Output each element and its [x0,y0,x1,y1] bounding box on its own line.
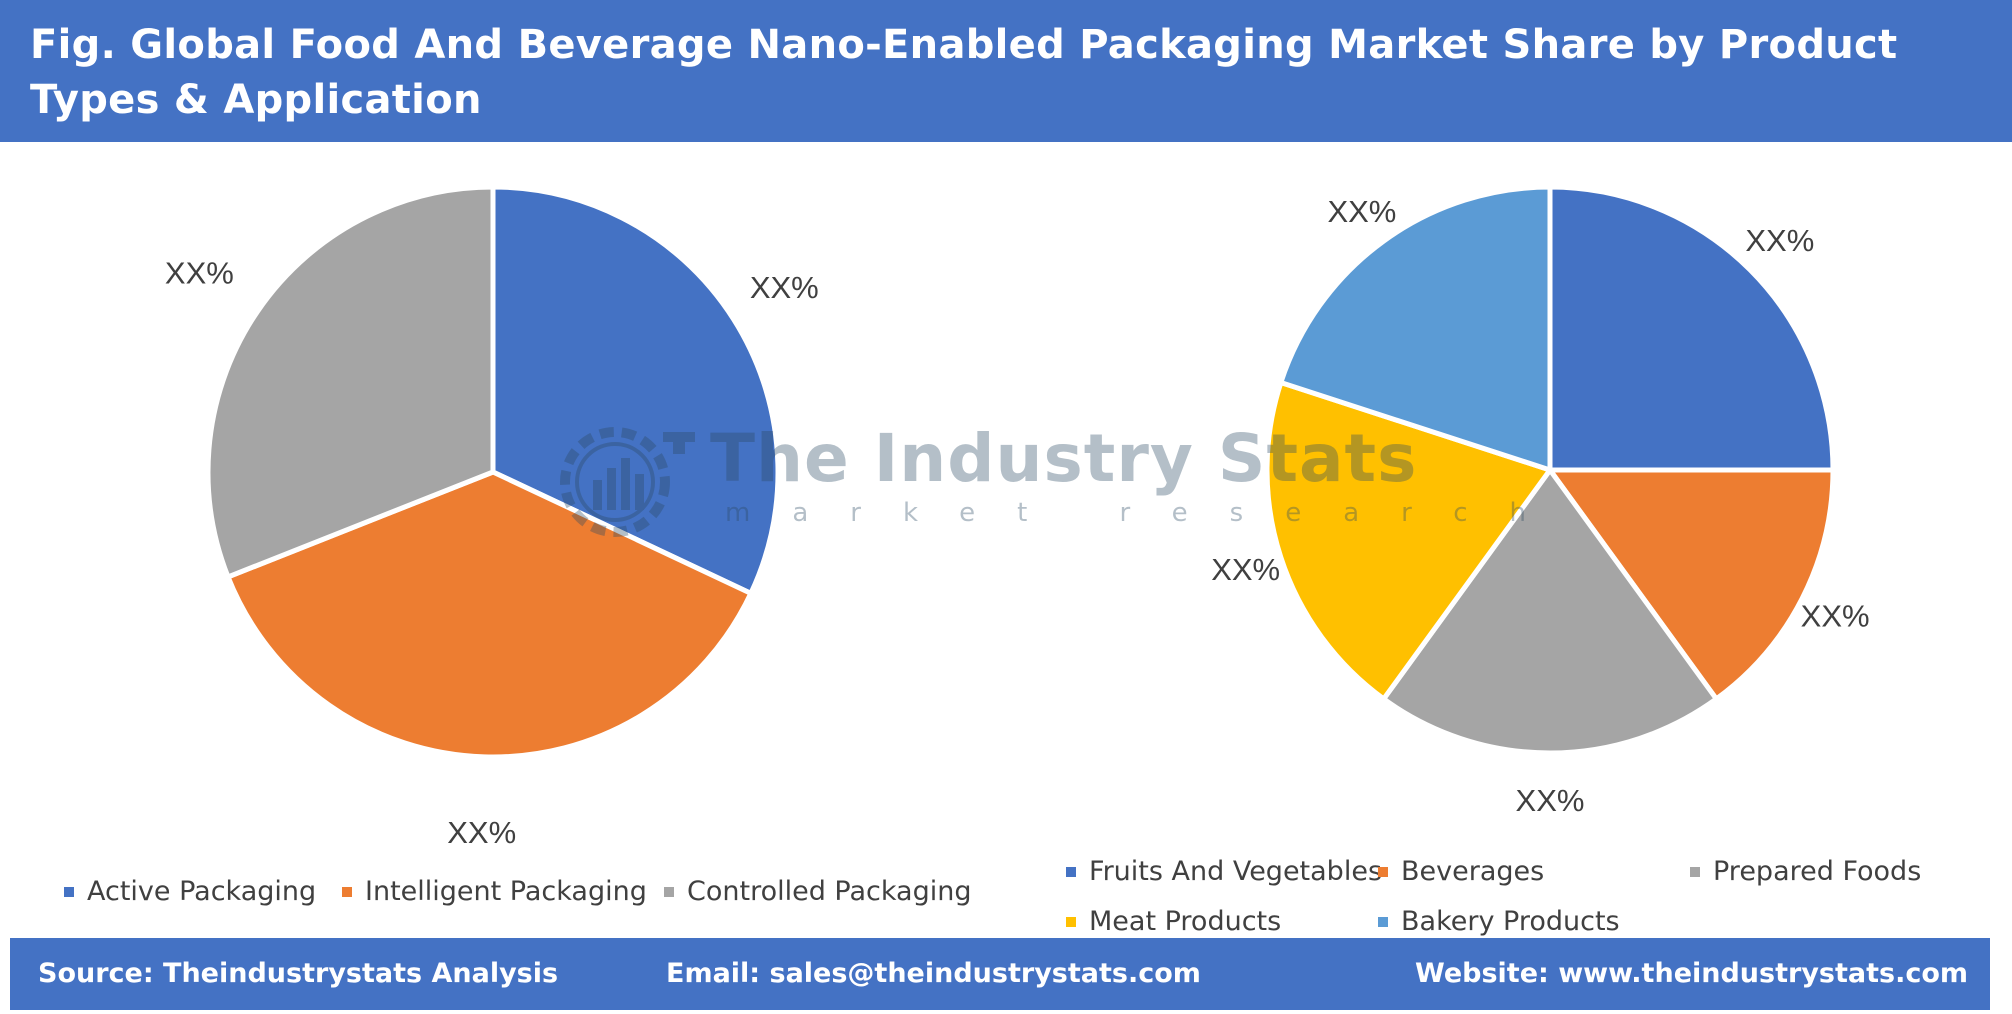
legend-item: Bakery Products [1378,906,1620,937]
watermark-logo: The Industry Stats market research [545,420,1526,540]
legend-item: Intelligent Packaging [342,876,647,907]
pie-slice-controlled-packaging [205,184,496,580]
legend-item: Fruits And Vegetables [1066,856,1382,887]
pie-chart-2: XX% XX% XX% XX% XX% [1211,184,1870,818]
gear-chart-icon [560,427,695,537]
footer-source: Source: Theindustrystats Analysis [38,958,559,989]
data-label: XX% [1801,598,1870,633]
title-bar: Fig. Global Food And Beverage Nano-Enabl… [0,0,2012,142]
legend-label: Prepared Foods [1713,856,1922,887]
pie-slice-active-packaging [490,184,781,596]
legend-label: Bakery Products [1401,906,1620,937]
legend-swatch [664,886,674,897]
legend-label: Active Packaging [87,876,317,907]
footer-website[interactable]: Website: www.theindustrystats.com [1415,958,1969,989]
data-label: XX% [1745,223,1814,258]
legend-swatch [1378,916,1388,927]
legend-item: Active Packaging [64,876,316,907]
pie-slice-bakery-products [1278,184,1553,473]
watermark-name: The Industry Stats [710,420,1418,497]
legend-label: Fruits And Vegetables [1089,856,1383,887]
legend-swatch [64,886,74,897]
data-label: XX% [1211,552,1280,587]
legend-swatch [1690,866,1700,877]
data-label: XX% [1327,194,1396,229]
legend-swatch [1066,916,1076,927]
legend-swatch [1378,866,1388,877]
legend-item: Beverages [1378,856,1544,887]
legend-label: Intelligent Packaging [365,876,647,907]
pie-slice-intelligent-packaging [225,469,754,760]
pie-chart-1: XX% XX% XX% [165,184,819,850]
chart-title: Fig. Global Food And Beverage Nano-Enabl… [30,22,1898,123]
legend-item: Meat Products [1066,906,1281,937]
watermark-subtitle: market research [725,498,1569,528]
footer-bar: Source: Theindustrystats Analysis Email:… [10,938,1990,1010]
legend-item: Prepared Foods [1690,856,1921,887]
legend-label: Controlled Packaging [687,876,972,907]
pie-slice-meat-products [1264,380,1553,702]
legend-swatch [342,886,352,897]
legend-label: Beverages [1401,856,1545,887]
legend-swatch [1066,866,1076,877]
pie-slice-beverages [1547,467,1836,702]
data-label: XX% [447,815,516,850]
data-label: XX% [1516,783,1585,818]
data-label: XX% [165,255,234,290]
footer-email[interactable]: Email: sales@theindustrystats.com [666,958,1201,989]
pie-slice-fruits-and-vegetables [1547,184,1836,473]
legend-label: Meat Products [1089,906,1282,937]
data-label: XX% [750,270,819,305]
legend-item: Controlled Packaging [664,876,972,907]
pie-slice-prepared-foods [1381,467,1719,756]
